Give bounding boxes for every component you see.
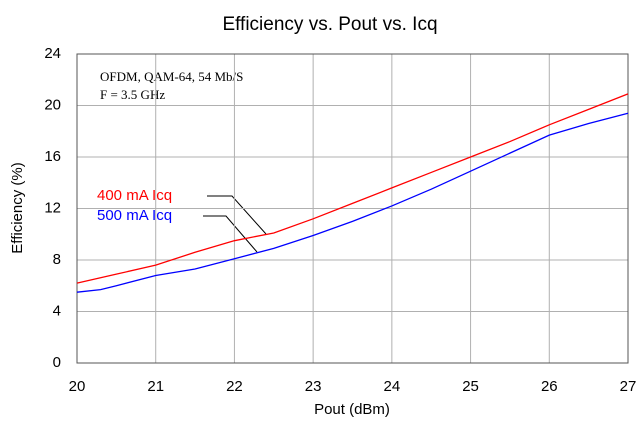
series-label: 500 mA Icq (97, 207, 172, 224)
series-label: 400 mA Icq (97, 187, 172, 204)
leader-line (203, 215, 258, 253)
y-tick-label: 0 (53, 354, 61, 371)
y-axis-label: Efficiency (%) (9, 162, 26, 253)
y-tick-label: 12 (44, 199, 61, 216)
x-tick-label: 25 (462, 378, 479, 395)
x-tick-label: 26 (541, 378, 558, 395)
y-tick-label: 8 (53, 251, 61, 268)
y-tick-label: 16 (44, 148, 61, 165)
x-tick-label: 24 (384, 378, 401, 395)
annotation: OFDM, QAM-64, 54 Mb/S (100, 69, 243, 84)
annotation: F = 3.5 GHz (100, 87, 165, 102)
x-tick-label: 21 (147, 378, 164, 395)
plot-border (76, 53, 629, 364)
leader-line (207, 195, 267, 235)
line-series (76, 93, 629, 284)
x-tick-label: 20 (69, 378, 86, 395)
x-axis-label: Pout (dBm) (314, 401, 390, 418)
line-series (76, 112, 629, 293)
y-tick-label: 4 (53, 302, 61, 319)
x-tick-label: 22 (226, 378, 243, 395)
y-tick-label: 24 (44, 45, 61, 62)
x-tick-label: 23 (305, 378, 322, 395)
x-tick-label: 27 (620, 378, 637, 395)
y-tick-label: 20 (44, 96, 61, 113)
chart-title: Efficiency vs. Pout vs. Icq (222, 14, 437, 35)
